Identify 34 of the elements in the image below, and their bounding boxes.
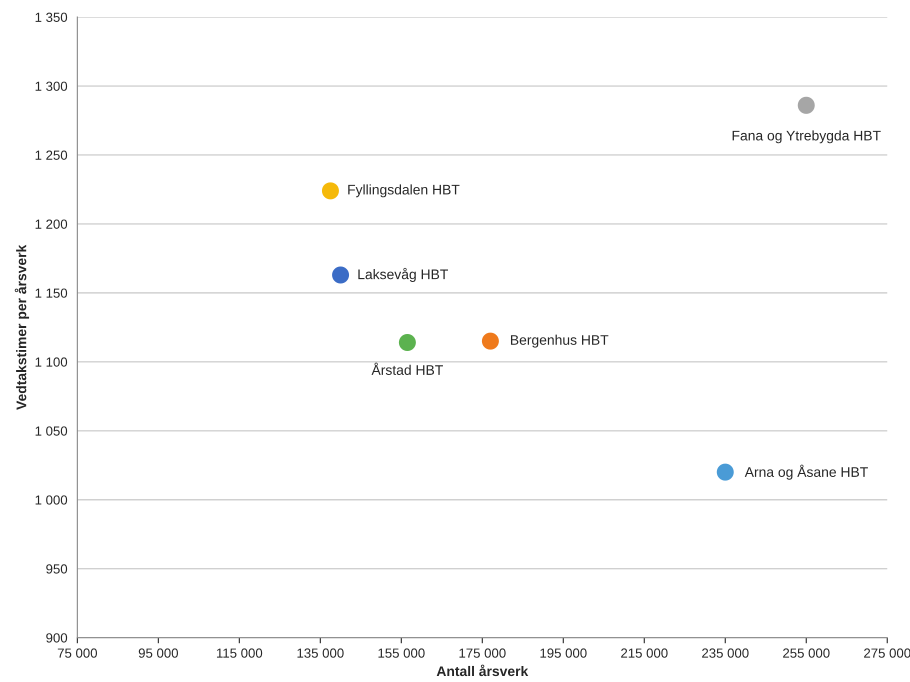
x-tick-label: 135 000 (297, 648, 344, 658)
y-tick-label: 950 (46, 564, 68, 574)
x-tick-label: 215 000 (621, 648, 668, 658)
series-label: Årstad HBT (372, 362, 443, 375)
point (798, 96, 815, 114)
x-tick-label: 155 000 (378, 648, 425, 658)
y-tick-label: 900 (46, 633, 68, 643)
x-tick-label: 115 000 (216, 648, 262, 658)
x-tick-label: 95 000 (138, 648, 178, 658)
y-axis-title: Vedtakstimer per årsverk (14, 244, 30, 410)
point (398, 334, 416, 352)
series-label: Arna og Åsane HBT (744, 464, 868, 480)
y-tick-label: 1 350 (36, 12, 68, 22)
x-axis-title: Antall årsverk (436, 664, 528, 676)
y-tick-label: 1 250 (36, 150, 68, 160)
y-tick-label: 1 050 (36, 426, 68, 436)
series-label: Laksevåg HBT (358, 268, 448, 282)
series-label: Fyllingsdalen HBT (348, 184, 460, 198)
x-tick-label: 195 000 (540, 648, 587, 658)
y-tick-label: 1 150 (36, 288, 68, 298)
y-tick-label: 1 200 (36, 219, 68, 229)
y-tick-label: 1 000 (36, 495, 68, 505)
point (482, 332, 499, 350)
point (716, 464, 734, 481)
x-tick-label: 175 000 (459, 648, 506, 658)
point (332, 266, 350, 284)
y-tick-label: 1 100 (36, 357, 68, 367)
x-tick-label: 235 000 (702, 648, 749, 658)
series-label: Fana og Ytrebygda HBT (732, 130, 881, 144)
x-tick-label: 75 000 (58, 648, 98, 658)
series-label: Bergenhus HBT (510, 334, 608, 348)
x-tick-label: 255 000 (783, 648, 830, 658)
point (322, 182, 339, 200)
y-tick-label: 1 300 (36, 82, 68, 91)
